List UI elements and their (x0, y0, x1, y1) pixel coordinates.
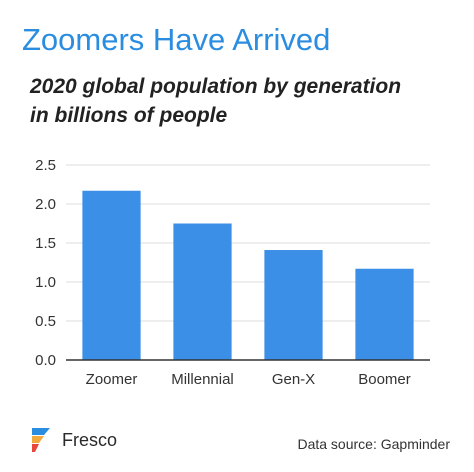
bar-gen-x (264, 250, 323, 360)
subtitle-line-2: in billions of people (30, 104, 228, 127)
bar-zoomer (82, 190, 141, 360)
y-tick-label: 1.0 (35, 274, 56, 291)
y-tick-label: 2.0 (35, 196, 56, 213)
data-source: Data source: Gapminder (297, 436, 450, 452)
x-tick-label: Millennial (171, 371, 234, 388)
x-tick-label: Gen-X (272, 371, 315, 388)
y-tick-label: 0.5 (35, 313, 56, 330)
brand-name: Fresco (62, 429, 118, 450)
y-tick-label: 1.5 (35, 235, 56, 252)
subtitle-line-1: 2020 global population by generation (30, 75, 402, 98)
chart-subtitle: 2020 global population by generation in … (30, 72, 401, 130)
x-tick-label: Boomer (358, 371, 411, 388)
fresco-logo-icon (32, 428, 50, 452)
brand-logo: Fresco (32, 428, 117, 452)
x-tick-label: Zoomer (86, 371, 138, 388)
chart-title: Zoomers Have Arrived (22, 22, 331, 57)
y-tick-label: 2.5 (35, 157, 56, 174)
bar-millennial (173, 223, 232, 360)
y-tick-label: 0.0 (35, 352, 56, 369)
bar-boomer (355, 268, 414, 360)
